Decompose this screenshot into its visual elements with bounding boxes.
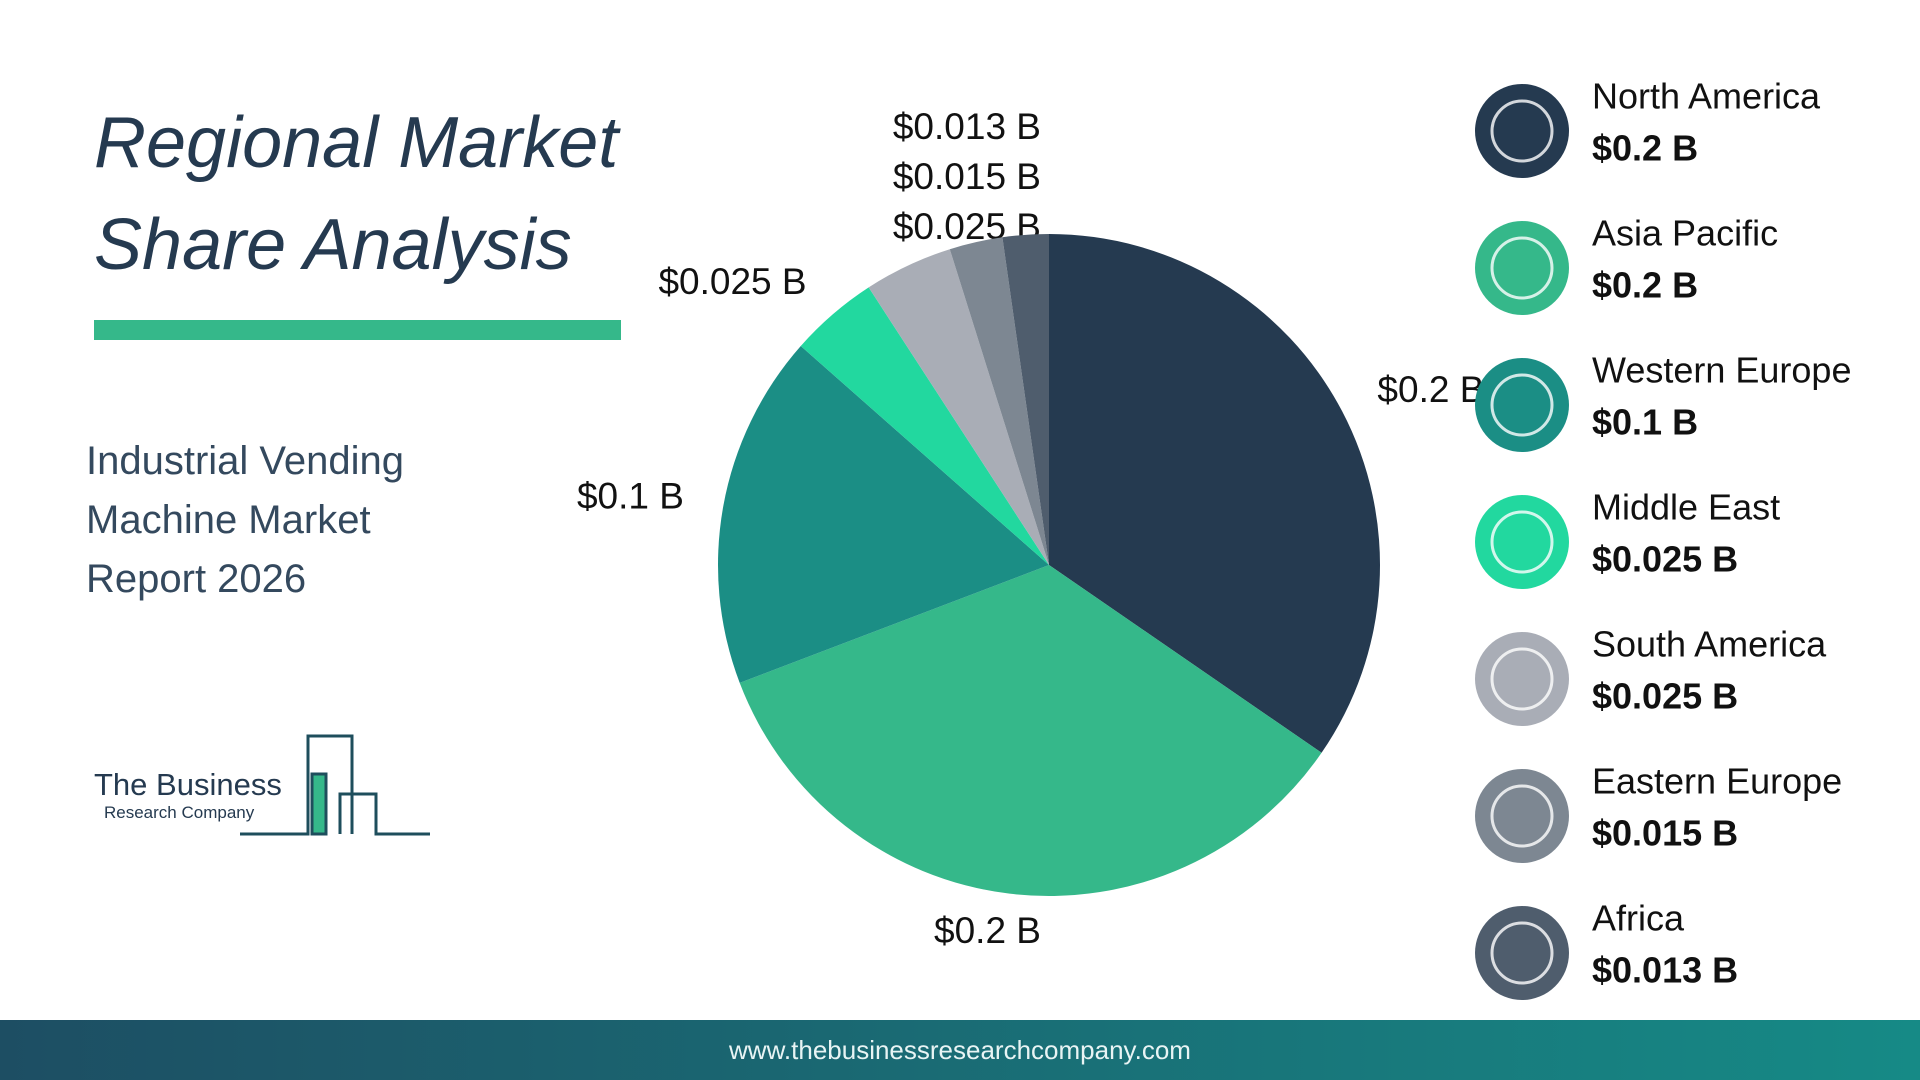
legend-value: $0.2 B [1592,265,1698,306]
logo-bars [338,792,430,836]
legend-value: $0.025 B [1592,539,1738,580]
legend-name: Africa [1592,898,1685,939]
chart: $0.2 B $0.2 B $0.1 B $0.025 B $0.025 B $0.015… [577,76,1851,1000]
pie-slice [800,287,1049,565]
slice-label: $0.2 B [1377,369,1484,410]
legend-name: North America [1592,76,1821,117]
legend-icon-globe [1490,373,1554,437]
legend-name: Eastern Europe [1592,761,1842,802]
legend-name: Western Europe [1592,350,1851,391]
pie-slice [868,249,1049,566]
legend-value: $0.013 B [1592,950,1738,991]
slice-label: $0.015 B [893,156,1041,197]
legend-value: $0.025 B [1592,676,1738,717]
footer-band [0,1020,1920,1080]
title-underline [94,320,621,340]
legend-name: Middle East [1592,487,1780,528]
legend-icon [1475,358,1569,452]
pie-slice [1002,234,1049,565]
legend-value: $0.1 B [1592,402,1698,443]
legend-icon [1475,84,1569,178]
legend-name: South America [1592,624,1827,665]
footer-url: www.thebusinessresearchcompany.com [729,1035,1191,1065]
logo-bar [310,772,328,836]
legend-icon [1475,495,1569,589]
legend-icon-globe [1490,784,1554,848]
legend-icon-globe [1490,647,1554,711]
legend-icon [1475,906,1569,1000]
title: Regional Market Share Analysis [94,103,619,285]
legend-icon [1475,221,1569,315]
legend-icon-globe [1490,921,1554,985]
legend-icon [1475,769,1569,863]
legend-icon-globe [1490,99,1554,163]
logo-name: The Business [94,767,282,802]
logo: The Business Research Company [94,734,430,836]
pie-slice [718,346,1049,683]
pie-slice [1049,234,1380,753]
legend-icon [1475,632,1569,726]
legend-icon-globe [1490,510,1554,574]
pie-slice [739,565,1322,896]
slice-label: $0.025 B [658,261,806,302]
slice-label: $0.1 B [577,476,684,517]
logo-tagline: Research Company [104,803,255,822]
legend-value: $0.2 B [1592,128,1698,169]
pie-slice [949,237,1049,566]
slice-label: $0.2 B [934,910,1041,951]
subtitle: Industrial Vending Machine Market Report… [86,439,405,601]
slice-label: $0.013 B [893,106,1041,147]
legend-name: Asia Pacific [1592,213,1778,254]
logo-bars [240,734,354,836]
legend-value: $0.015 B [1592,813,1738,854]
legend-icon-globe [1490,236,1554,300]
